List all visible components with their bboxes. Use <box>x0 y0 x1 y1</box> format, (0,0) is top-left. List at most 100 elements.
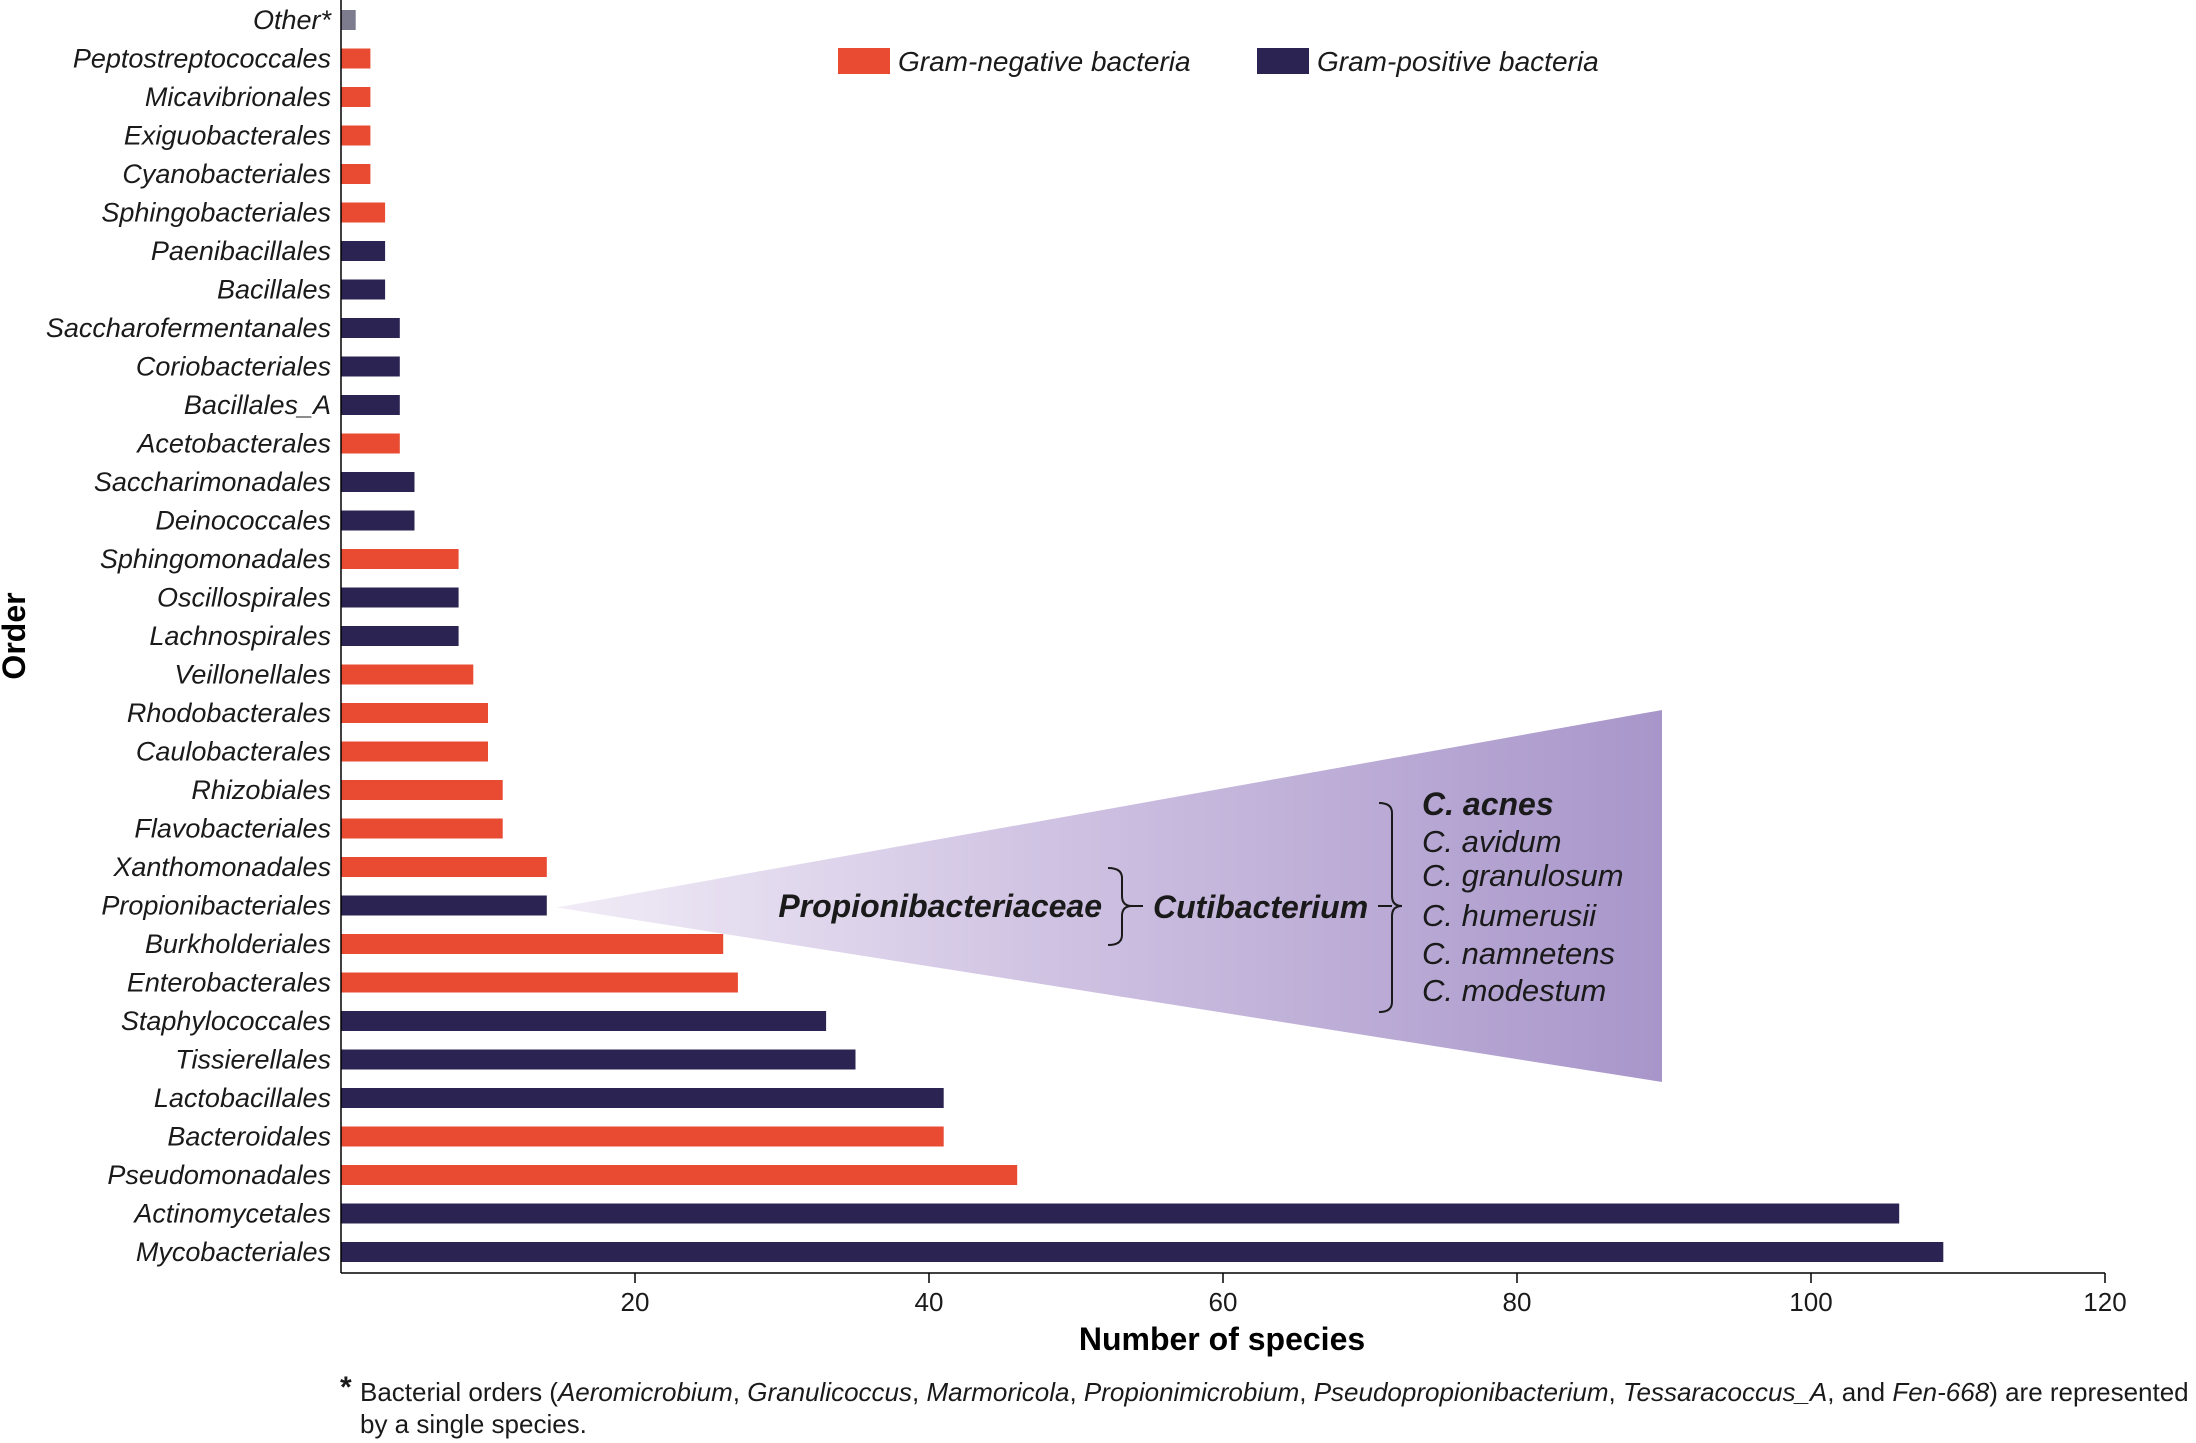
bar-micavibrionales <box>341 87 371 107</box>
category-label-deinococcales: Deinococcales <box>155 506 331 536</box>
footnote-prefix: Bacterial orders ( <box>360 1377 558 1407</box>
bar-saccharimonadales <box>341 472 415 492</box>
x-tick-label: 80 <box>1503 1287 1532 1317</box>
species-label: C. avidum <box>1422 824 1562 859</box>
category-label-acetobacterales: Acetobacterales <box>135 429 331 459</box>
footnote-item: Aeromicrobium <box>557 1377 733 1407</box>
footnote-and: and <box>1841 1377 1886 1407</box>
category-label-peptostreptococcales: Peptostreptococcales <box>73 44 331 74</box>
bar-bacteroidales <box>341 1126 944 1147</box>
category-label-pseudomonadales: Pseudomonadales <box>107 1160 331 1190</box>
category-label-bacillales-a: Bacillales_A <box>184 390 331 420</box>
bar-rhizobiales <box>341 780 503 800</box>
species-label: C. acnes <box>1422 786 1554 822</box>
bar-actinomycetales <box>341 1203 1900 1224</box>
bar-enterobacterales <box>341 972 738 993</box>
category-label-veillonellales: Veillonellales <box>174 660 331 690</box>
bar-saccharofermentanales <box>341 318 400 338</box>
category-label-enterobacterales: Enterobacterales <box>127 968 331 998</box>
x-tick-label: 20 <box>621 1287 650 1317</box>
bar-cyanobacteriales <box>341 164 371 184</box>
category-label-lactobacillales: Lactobacillales <box>154 1083 331 1113</box>
bar-peptostreptococcales <box>341 48 371 69</box>
species-label: C. granulosum <box>1422 858 1624 893</box>
category-label-oscillospirales: Oscillospirales <box>157 583 331 613</box>
bar-mycobacteriales <box>341 1242 1944 1262</box>
taxonomy-annotation: Propionibacteriaceae Cutibacterium C. ac… <box>778 786 1624 1013</box>
category-label-other: Other* <box>253 5 333 35</box>
category-label-saccharofermentanales: Saccharofermentanales <box>46 313 331 343</box>
bar-sphingomonadales <box>341 549 459 569</box>
x-tick-label: 120 <box>2083 1287 2126 1317</box>
bar-xanthomonadales <box>341 857 547 877</box>
footnote-item: Granulicoccus <box>747 1377 912 1407</box>
footnote-item: Marmoricola <box>926 1377 1070 1407</box>
species-label: C. humerusii <box>1422 898 1597 933</box>
category-label-bacillales: Bacillales <box>217 275 331 305</box>
category-label-cyanobacteriales: Cyanobacteriales <box>122 159 331 189</box>
bar-acetobacterales <box>341 433 400 454</box>
bar-tissierellales <box>341 1049 856 1070</box>
bar-other <box>341 10 356 30</box>
bar-oscillospirales <box>341 587 459 608</box>
legend-swatch-gram-positive <box>1257 48 1309 74</box>
genus-label: Cutibacterium <box>1153 889 1368 925</box>
bar-rhodobacterales <box>341 703 488 723</box>
category-label-sphingobacteriales: Sphingobacteriales <box>101 198 331 228</box>
x-tick-label: 60 <box>1209 1287 1238 1317</box>
y-axis-title: Order <box>0 592 32 679</box>
footnote: * Bacterial orders (Aeromicrobium, Granu… <box>340 1372 2190 1440</box>
species-label: C. namnetens <box>1422 936 1615 971</box>
bar-burkholderiales <box>341 934 724 954</box>
footnote-item: Pseudopropionibacterium <box>1313 1377 1609 1407</box>
category-label-mycobacteriales: Mycobacteriales <box>136 1237 331 1267</box>
category-label-paenibacillales: Paenibacillales <box>151 236 331 266</box>
bar-exiguobacterales <box>341 125 371 146</box>
bar-staphylococcales <box>341 1011 827 1031</box>
category-label-saccharimonadales: Saccharimonadales <box>94 467 331 497</box>
bar-flavobacteriales <box>341 818 503 839</box>
category-label-coriobacteriales: Coriobacteriales <box>136 352 331 382</box>
species-label: C. modestum <box>1422 973 1606 1008</box>
category-label-burkholderiales: Burkholderiales <box>145 929 331 959</box>
category-label-lachnospirales: Lachnospirales <box>149 621 331 651</box>
bar-paenibacillales <box>341 241 386 261</box>
bars-group <box>341 10 1944 1262</box>
family-label: Propionibacteriaceae <box>778 888 1102 924</box>
footnote-item: Propionimicrobium <box>1083 1377 1300 1407</box>
category-label-sphingomonadales: Sphingomonadales <box>100 544 331 574</box>
bar-deinococcales <box>341 510 415 531</box>
category-label-actinomycetales: Actinomycetales <box>132 1199 331 1229</box>
footnote-text: Bacterial orders (Aeromicrobium, Granuli… <box>360 1377 2189 1439</box>
x-tick-label: 40 <box>915 1287 944 1317</box>
category-label-rhizobiales: Rhizobiales <box>191 775 331 805</box>
category-label-rhodobacterales: Rhodobacterales <box>127 698 331 728</box>
bar-veillonellales <box>341 664 474 685</box>
category-labels: Other* Peptostreptococcales Micavibrionale… <box>46 5 333 1267</box>
category-label-exiguobacterales: Exiguobacterales <box>124 121 331 151</box>
footnote-item: Fen-668 <box>1892 1377 1990 1407</box>
category-label-caulobacterales: Caulobacterales <box>136 737 331 767</box>
footnote-item: Tessaracoccus_A <box>1623 1377 1828 1407</box>
bar-bacillales <box>341 279 386 300</box>
bar-bacillales-a <box>341 395 400 415</box>
category-label-staphylococcales: Staphylococcales <box>121 1006 331 1036</box>
bar-lactobacillales <box>341 1088 944 1108</box>
x-axis-title: Number of species <box>1079 1321 1365 1357</box>
legend-swatch-gram-negative <box>838 48 890 74</box>
legend-label-gram-negative: Gram-negative bacteria <box>898 46 1191 77</box>
species-bracket <box>1378 802 1403 1013</box>
category-label-tissierellales: Tissierellales <box>175 1045 331 1075</box>
legend-label-gram-positive: Gram-positive bacteria <box>1317 46 1599 77</box>
bar-coriobacteriales <box>341 356 400 377</box>
category-label-xanthomonadales: Xanthomonadales <box>112 852 331 882</box>
bar-propionibacteriales <box>341 895 547 916</box>
bar-caulobacterales <box>341 741 488 762</box>
category-label-bacteroidales: Bacteroidales <box>167 1122 331 1152</box>
bar-sphingobacteriales <box>341 202 386 223</box>
bar-pseudomonadales <box>341 1165 1018 1185</box>
legend: Gram-negative bacteria Gram-positive bac… <box>838 46 1599 77</box>
category-label-propionibacteriales: Propionibacteriales <box>101 891 331 921</box>
